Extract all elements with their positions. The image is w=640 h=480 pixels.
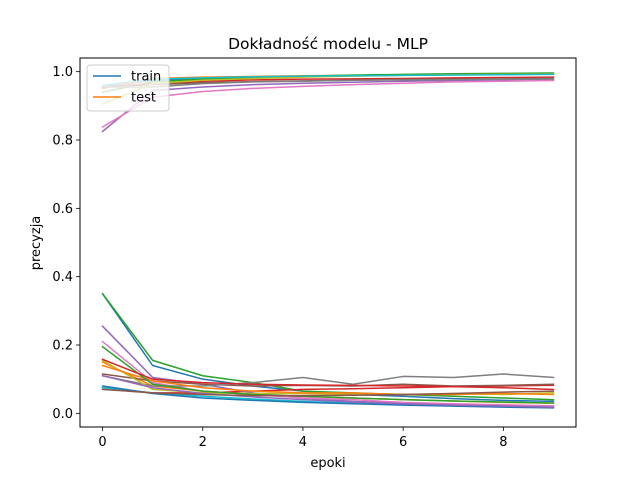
legend-label-test: test	[131, 91, 156, 106]
series-line-17	[101, 340, 555, 407]
y-axis-label: precyzja	[29, 216, 44, 271]
series-line-25	[101, 374, 555, 408]
y-tick-label: 0.0	[52, 407, 73, 422]
x-tick-label: 8	[499, 435, 507, 450]
plot-frame	[79, 57, 577, 428]
x-tick-label: 6	[399, 435, 407, 450]
x-tick-label: 0	[98, 435, 106, 450]
y-tick-label: 0.2	[52, 339, 73, 354]
x-axis-label: epoki	[310, 456, 345, 471]
y-tick-label: 0.4	[52, 270, 73, 285]
series-layer	[101, 72, 555, 409]
series-line-13	[101, 292, 555, 401]
series-line-22	[101, 364, 555, 396]
x-tick-label: 2	[199, 435, 207, 450]
series-line-7	[101, 79, 555, 129]
series-line-18	[101, 373, 555, 387]
series-line-26	[101, 388, 555, 397]
series-line-5	[101, 78, 555, 133]
legend: train test	[86, 64, 170, 112]
y-tick-label: 0.8	[52, 134, 73, 149]
series-line-21	[101, 385, 555, 409]
y-axis-ticks: 0.0 0.2 0.4 0.6 0.8 1.0	[52, 65, 80, 422]
legend-label-train: train	[131, 70, 161, 85]
series-line-24	[101, 358, 555, 391]
series-line-23	[101, 345, 555, 404]
series-line-10	[101, 73, 555, 87]
chart-title: Dokładność modelu - MLP	[228, 35, 428, 53]
y-tick-label: 0.6	[52, 202, 73, 217]
series-line-8	[101, 78, 555, 88]
y-tick-label: 1.0	[52, 65, 73, 80]
x-axis-ticks: 0 2 4 6 8	[98, 427, 507, 450]
x-tick-label: 4	[299, 435, 307, 450]
